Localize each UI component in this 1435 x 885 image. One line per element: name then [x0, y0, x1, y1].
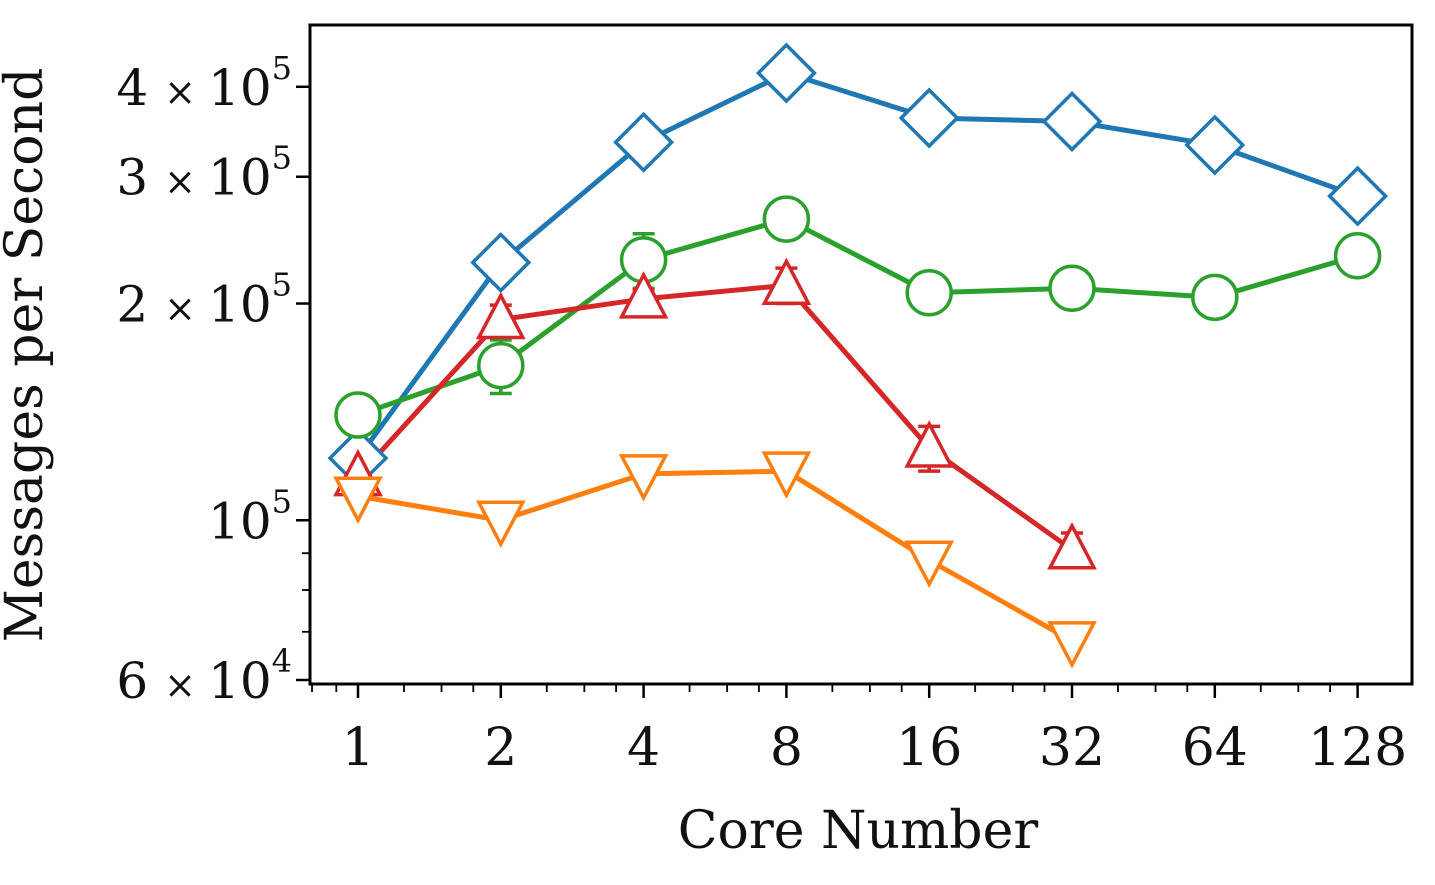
plot-frame	[308, 23, 1414, 686]
series-series-red	[347, 266, 1083, 570]
triangle-down-marker	[475, 500, 526, 549]
y-axis-title: Messages per Second	[0, 68, 55, 643]
series-line	[356, 282, 1074, 552]
y-tick-label: 105	[208, 482, 292, 550]
x-tick-label: 64	[1182, 718, 1248, 778]
x-tick-label: 2	[484, 718, 517, 778]
series-line	[357, 216, 1359, 418]
diamond-marker	[898, 87, 960, 149]
diamond-marker	[1184, 114, 1246, 176]
axes-frame-group	[308, 23, 1414, 686]
circle-marker	[1048, 264, 1096, 313]
y-tick-label: 4 × 105	[116, 49, 292, 117]
triangle-up-marker	[904, 420, 955, 468]
y-tick-label: 2 × 105	[116, 266, 292, 334]
y-tick-label: 6 × 104	[116, 642, 292, 710]
circle-marker	[477, 341, 525, 390]
markers-series-red	[333, 257, 1097, 570]
ticks-group: 1 2 4 8 16 32 64 128 6 × 104 105 2 × 105 3 × 105 4 ×…	[116, 49, 1407, 778]
x-tick-label: 32	[1039, 718, 1105, 778]
y-tick-label: 3 × 105	[116, 139, 292, 207]
diamond-marker	[470, 232, 532, 294]
triangle-up-marker	[1047, 521, 1097, 570]
diamond-marker	[613, 111, 675, 173]
markers-series-green	[334, 195, 1382, 439]
x-tick-label: 128	[1308, 718, 1407, 778]
markers-series-blue	[327, 42, 1389, 489]
series-line	[357, 468, 1074, 644]
triangle-up-marker	[761, 257, 812, 306]
x-tick-label: 4	[627, 718, 660, 778]
diamond-marker	[755, 42, 817, 104]
triangle-up-marker	[618, 271, 669, 319]
triangle-down-marker	[1047, 621, 1097, 669]
triangle-down-marker	[618, 454, 669, 502]
x-axis-title: Core Number	[678, 801, 1039, 861]
circle-marker	[334, 391, 382, 439]
circle-marker	[1191, 273, 1239, 322]
circle-marker	[1333, 232, 1382, 280]
diamond-marker	[1041, 90, 1103, 152]
x-tick-label: 16	[896, 718, 962, 778]
circle-marker	[905, 269, 953, 317]
triangle-down-marker	[761, 451, 812, 499]
triangle-up-marker	[475, 291, 526, 340]
markers-group	[327, 42, 1389, 669]
diamond-marker	[1327, 165, 1389, 227]
markers-series-orange	[333, 451, 1097, 669]
x-tick-label: 1	[341, 718, 374, 778]
series-series-orange	[357, 468, 1074, 644]
circle-marker	[762, 195, 811, 243]
x-tick-label: 8	[770, 718, 803, 778]
triangle-down-marker	[904, 540, 955, 589]
triangle-down-marker	[333, 476, 383, 524]
